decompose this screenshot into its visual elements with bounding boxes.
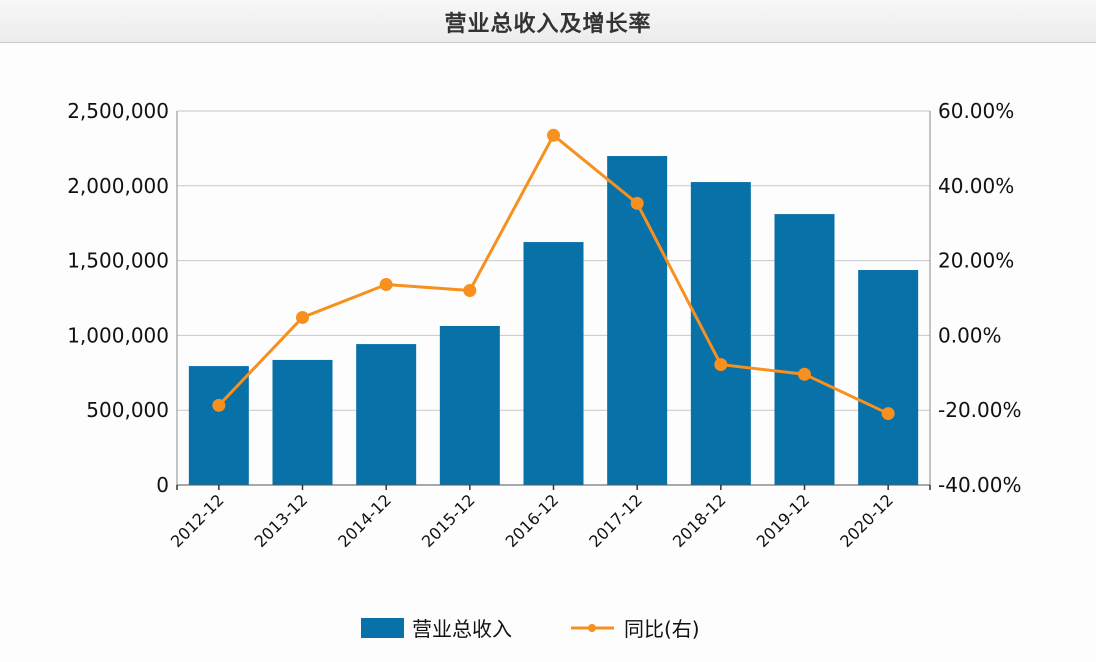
- legend-bar-swatch-icon: [361, 618, 404, 638]
- chart-header: 营业总收入及增长率: [0, 0, 1096, 43]
- right-axis-tick-label: 60.00%: [938, 99, 1014, 123]
- legend-item-yoy[interactable]: 同比(右): [571, 617, 700, 641]
- right-axis-tick-label: -40.00%: [938, 473, 1021, 497]
- left-axis-tick-label: 2,000,000: [67, 174, 169, 198]
- chart-title: 营业总收入及增长率: [444, 12, 652, 37]
- yoy-data-point: [212, 398, 226, 412]
- bar-series-revenue: [188, 156, 919, 485]
- left-axis-labels: 2,500,000 2,000,000 1,500,000 1,000,000 500,…: [67, 99, 169, 497]
- x-axis-tick-label: 2018-12: [669, 490, 730, 551]
- x-axis-tick-label: 2017-12: [585, 490, 646, 551]
- x-axis-tick-label: 2012-12: [167, 490, 228, 551]
- line-series-yoy: [212, 128, 895, 421]
- bar: [607, 156, 668, 485]
- legend-item-revenue[interactable]: 营业总收入: [361, 617, 512, 641]
- axes: [176, 111, 931, 490]
- legend-marker-icon: [588, 624, 596, 632]
- x-axis-tick-label: 2019-12: [753, 490, 814, 551]
- left-axis-tick-label: 2,500,000: [67, 99, 169, 123]
- bar: [523, 242, 584, 485]
- bar: [858, 270, 919, 485]
- x-axis-tick-label: 2013-12: [251, 490, 312, 551]
- x-axis-tick-label: 2020-12: [836, 490, 897, 551]
- yoy-data-point: [547, 128, 560, 142]
- yoy-data-point: [296, 310, 309, 324]
- yoy-data-point: [714, 358, 728, 372]
- yoy-data-point: [379, 278, 393, 292]
- legend-label-yoy: 同比(右): [624, 617, 700, 641]
- legend-label-revenue: 营业总收入: [412, 617, 512, 641]
- bar: [356, 344, 417, 485]
- x-axis-tick-label: 2016-12: [502, 490, 563, 551]
- bar: [272, 359, 333, 485]
- right-axis-tick-label: 0.00%: [938, 323, 1002, 347]
- x-axis-tick-label: 2014-12: [334, 490, 395, 551]
- right-axis-tick-label: -20.00%: [938, 398, 1021, 422]
- x-axis-labels: 2012-12 2013-12 2014-12 2015-12 2016-12 2017-…: [167, 490, 897, 551]
- bar: [439, 325, 500, 485]
- yoy-data-point: [630, 196, 644, 210]
- right-axis-tick-label: 20.00%: [938, 249, 1014, 273]
- left-axis-tick-label: 0: [156, 473, 169, 497]
- x-axis-tick-label: 2015-12: [418, 490, 479, 551]
- left-axis-tick-label: 500,000: [86, 398, 169, 422]
- yoy-data-point: [798, 367, 811, 381]
- bar: [774, 214, 835, 485]
- right-axis-tick-label: 40.00%: [938, 174, 1014, 198]
- left-axis-tick-label: 1,500,000: [67, 249, 169, 273]
- left-axis-tick-label: 1,000,000: [67, 323, 169, 347]
- yoy-data-point: [463, 284, 477, 298]
- legend[interactable]: 营业总收入 同比(右): [361, 617, 700, 641]
- yoy-data-point: [881, 407, 895, 421]
- right-axis-labels: 60.00% 40.00% 20.00% 0.00% -20.00% -40.00%: [938, 99, 1021, 497]
- bar: [690, 182, 751, 485]
